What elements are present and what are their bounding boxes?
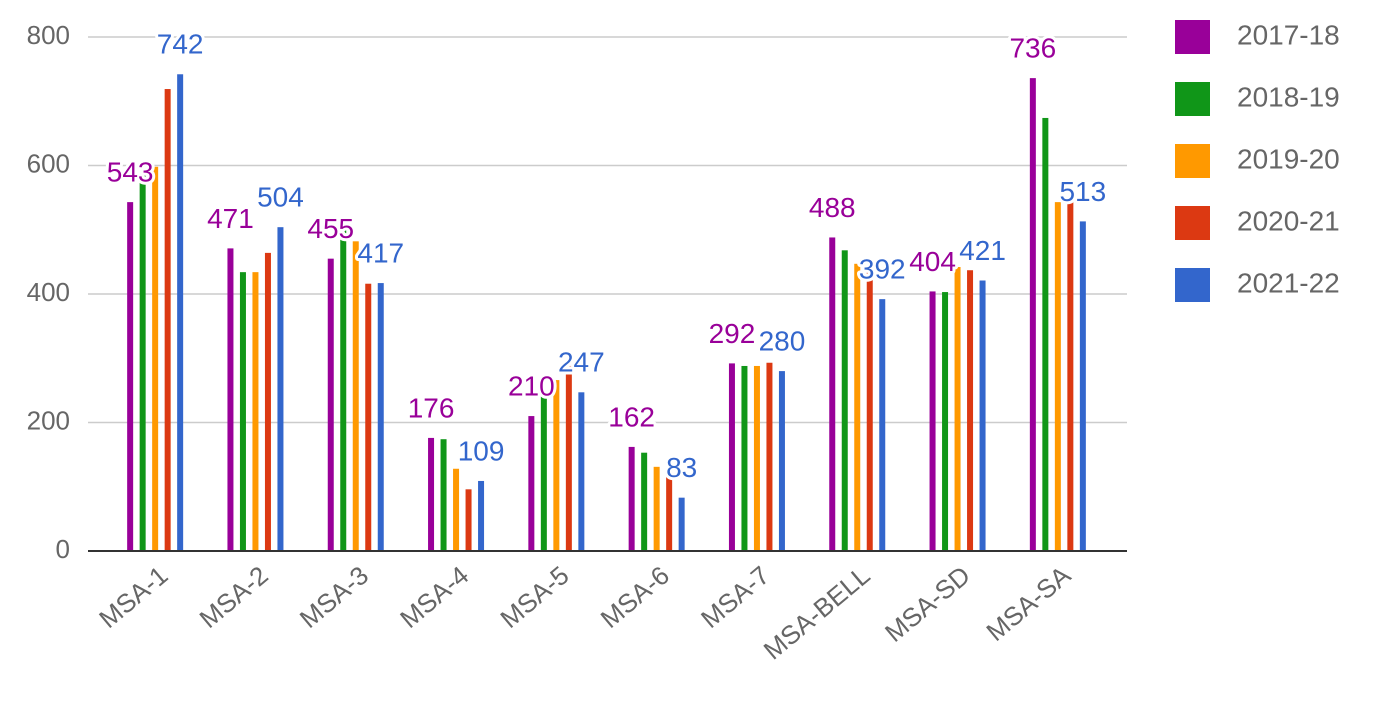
data-label: 742 [157,29,204,60]
bar [478,480,485,551]
legend-label: 2021-22 [1237,267,1340,298]
bar [428,437,435,551]
bar [277,227,284,551]
y-tick-label: 200 [27,405,70,435]
legend-swatch [1175,206,1210,240]
x-tick-label: MSA-5 [494,560,574,634]
bar [866,270,873,551]
bar [1054,202,1061,551]
bar [152,166,159,551]
data-label: 392 [859,254,906,285]
data-label: 471 [207,203,254,234]
data-label: 176 [408,392,455,423]
x-tick-label: MSA-SD [879,560,976,648]
bar [340,225,347,551]
bar [678,497,685,551]
bar [929,291,936,551]
bar [1029,78,1036,552]
bar [641,452,648,551]
legend-label: 2020-21 [1237,205,1340,236]
bar [854,263,861,551]
data-label: 736 [1009,33,1056,64]
bar [377,283,384,551]
bar [239,272,246,551]
data-label: 543 [107,157,154,188]
bar [841,250,848,551]
data-label: 417 [357,237,404,268]
x-tick-label: MSA-BELL [758,560,876,666]
data-label: 404 [909,246,956,277]
bar [553,380,560,551]
data-label: 292 [709,318,756,349]
bar [728,363,735,551]
bar [942,292,949,551]
bar [628,446,635,551]
bar [327,258,334,551]
bar [578,392,585,551]
data-label: 109 [458,435,505,466]
data-label: 455 [307,213,354,244]
bar [139,173,146,552]
data-label: 421 [959,235,1006,266]
y-tick-label: 400 [27,277,70,307]
legend-swatch [1175,144,1210,178]
legend-swatch [1175,20,1210,54]
bar [1067,202,1074,551]
bar [741,365,748,551]
bar [365,283,372,551]
bar [879,299,886,551]
bar [465,489,472,551]
bar [778,371,785,551]
bar [954,267,961,551]
data-label: 162 [608,401,655,432]
x-tick-label: MSA-2 [194,560,274,634]
bar [440,439,447,551]
bar [227,248,234,551]
bar [1079,221,1086,551]
bar [766,362,773,551]
x-tick-label: MSA-4 [394,560,474,634]
legend-label: 2018-19 [1237,81,1340,112]
y-tick-label: 600 [27,148,70,178]
legend-label: 2017-18 [1237,19,1340,50]
legend-swatch [1175,82,1210,116]
data-label: 488 [809,192,856,223]
y-tick-label: 0 [56,534,70,564]
bar [453,468,460,551]
bar [352,241,359,551]
data-label: 247 [558,347,605,378]
x-tick-label: MSA-7 [695,560,775,634]
x-tick-label: MSA-1 [93,560,173,634]
bar [264,252,271,551]
data-label: 280 [759,325,806,356]
x-tick-label: MSA-SA [980,559,1076,646]
bar [753,365,760,551]
legend-label: 2019-20 [1237,143,1340,174]
x-tick-label: MSA-6 [595,560,675,634]
bar [967,270,974,551]
data-label: 504 [257,182,304,213]
y-tick-label: 800 [27,20,70,50]
data-label: 83 [666,452,697,483]
bar [979,280,986,551]
bar [528,416,535,551]
data-label: 513 [1059,176,1106,207]
bar [127,202,134,551]
legend-swatch [1175,268,1210,302]
bar [252,272,259,551]
x-tick-label: MSA-3 [294,560,374,634]
bar [565,365,572,551]
bar [829,237,836,551]
bar [164,89,171,551]
data-label: 210 [508,370,555,401]
bar [1042,117,1049,551]
bar [177,74,184,551]
bar [666,461,673,551]
bar [540,394,547,551]
bar [653,466,660,551]
